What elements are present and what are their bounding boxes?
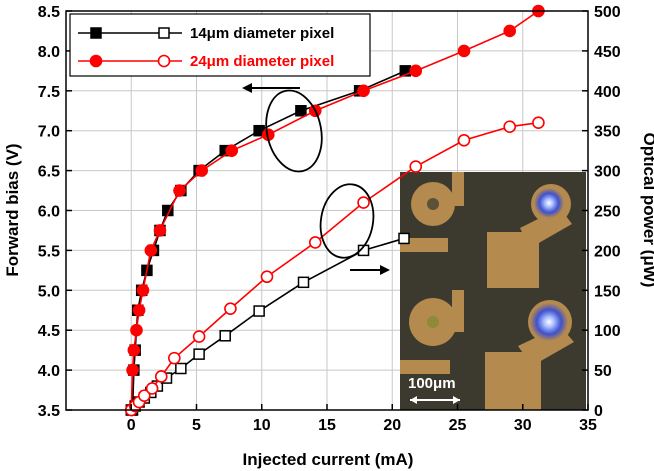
data-point xyxy=(457,44,471,58)
y-right-tick-label: 200 xyxy=(594,243,621,260)
x-tick-label: 25 xyxy=(449,417,467,434)
series-1 xyxy=(125,232,410,416)
y-right-tick-label: 300 xyxy=(594,164,621,181)
series-3 xyxy=(124,116,545,417)
data-point xyxy=(409,64,423,78)
y-right-tick-label: 400 xyxy=(594,84,621,101)
annotation-right-arrow xyxy=(350,265,390,275)
annotation-left-ellipse xyxy=(265,89,323,173)
y-right-tick-label: 50 xyxy=(594,363,612,380)
legend-box xyxy=(69,13,371,77)
y-left-tick-label: 7.0 xyxy=(38,124,60,141)
data-point xyxy=(457,133,471,147)
y-left-tick-label: 6.5 xyxy=(38,164,60,181)
microscope-inset-image xyxy=(400,172,586,410)
data-point xyxy=(154,370,168,383)
legend-marker xyxy=(90,27,102,39)
x-tick-label: 35 xyxy=(579,417,597,434)
data-point xyxy=(127,343,141,357)
legend-label: 14μm diameter pixel xyxy=(190,25,334,42)
legend-marker xyxy=(158,27,170,39)
data-point xyxy=(503,120,517,134)
y-left-tick-label: 8.5 xyxy=(38,4,60,21)
y-left-tick-label: 4.5 xyxy=(38,323,60,340)
x-axis-title: Injected current (mA) xyxy=(243,450,414,469)
series-layer xyxy=(124,4,545,417)
data-point xyxy=(192,330,206,343)
y-left-tick-label: 5.0 xyxy=(38,283,60,300)
legend-entry: 24μm diameter pixel xyxy=(78,53,334,70)
annotation-right-ellipse xyxy=(319,183,375,259)
data-point xyxy=(357,84,370,98)
axes: 0 5 10 15 20 25 30 35 3.5 4.0 4.5 5.0 5.5 6.0 6.5 7.0 7.… xyxy=(38,4,621,434)
data-point xyxy=(126,363,139,377)
data-point xyxy=(132,303,146,317)
data-point xyxy=(398,232,410,245)
data-point xyxy=(409,160,423,173)
y-right-tick-label: 450 xyxy=(594,44,621,61)
y-left-tick-label: 7.5 xyxy=(38,84,60,101)
data-point xyxy=(168,351,181,365)
y-axis-right-title: Optical power (μW) xyxy=(640,133,654,288)
y-right-tick-label: 500 xyxy=(594,4,621,21)
data-point xyxy=(225,144,239,157)
legend-label: 24μm diameter pixel xyxy=(190,53,334,70)
y-left-tick-label: 8.0 xyxy=(38,44,60,61)
y-right-tick-label: 250 xyxy=(594,204,621,221)
data-point xyxy=(503,24,517,38)
data-point xyxy=(260,270,274,284)
data-point xyxy=(138,389,151,402)
x-tick-label: 10 xyxy=(253,417,271,434)
inset-scale-label: 100μm xyxy=(408,375,456,392)
legend: 14μm diameter pixel 24μm diameter pixel xyxy=(69,13,371,77)
data-point xyxy=(219,330,231,342)
data-point xyxy=(145,382,159,395)
y-left-tick-label: 4.0 xyxy=(38,363,60,380)
y-left-tick-label: 6.0 xyxy=(38,204,60,221)
y-right-tick-label: 0 xyxy=(594,403,603,420)
legend-marker xyxy=(157,54,171,68)
y-left-tick-label: 3.5 xyxy=(38,403,60,420)
data-point xyxy=(253,305,265,317)
legend-entry: 14μm diameter pixel xyxy=(78,25,334,42)
y-right-tick-label: 350 xyxy=(594,124,621,141)
data-point xyxy=(532,116,545,130)
data-point xyxy=(357,196,370,209)
x-tick-label: 20 xyxy=(383,417,401,434)
data-point xyxy=(195,164,209,177)
data-point xyxy=(153,224,167,237)
data-point xyxy=(193,348,205,360)
data-point xyxy=(295,105,307,117)
data-point xyxy=(173,184,186,197)
legend-marker xyxy=(89,54,103,68)
x-tick-label: 15 xyxy=(318,417,336,434)
data-point xyxy=(297,276,310,289)
data-point xyxy=(224,302,237,315)
y-axis-left-title: Forward bias (V) xyxy=(3,143,22,276)
data-point xyxy=(136,283,150,297)
y-left-tick-label: 5.5 xyxy=(38,243,60,260)
y-right-tick-label: 150 xyxy=(594,283,621,300)
data-point xyxy=(175,362,187,375)
data-point xyxy=(144,244,158,257)
data-point xyxy=(130,323,143,337)
inset-scale-bar: 100μm xyxy=(408,375,460,404)
series-line xyxy=(130,237,405,411)
x-tick-label: 5 xyxy=(192,417,201,434)
data-point xyxy=(308,236,322,249)
annotation-left-arrow xyxy=(242,83,300,93)
x-tick-label: 0 xyxy=(127,417,136,434)
x-tick-label: 30 xyxy=(514,417,532,434)
y-right-tick-label: 100 xyxy=(594,323,621,340)
